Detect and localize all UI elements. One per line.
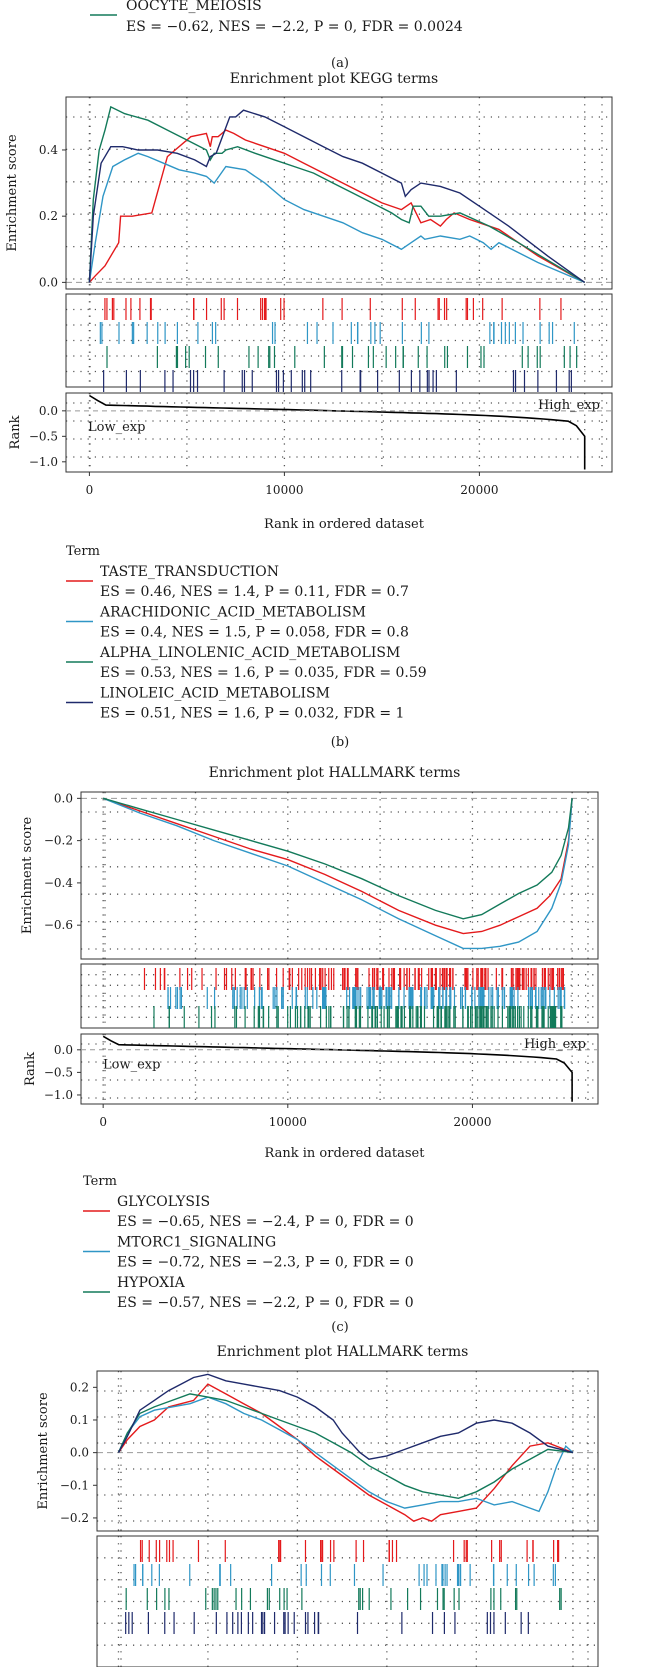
y-tick-label: −0.4	[44, 876, 74, 890]
y-axis-label: Enrichment score	[36, 1392, 51, 1510]
y-tick-label: −0.1	[60, 1478, 89, 1492]
rank-tick-label: −1.0	[44, 1088, 73, 1102]
legend-term-alpha-linolenic-acid-metabolism: ALPHA_LINOLENIC_ACID_METABOLISM	[99, 645, 400, 661]
es-curve-hypoxia	[103, 797, 573, 920]
panel-b-kegg: Enrichment plot KEGG terms 0.0 0.2 0.4 Enric…	[5, 71, 613, 750]
es-curve-glycolysis	[102, 797, 573, 935]
ranked-metric-curve	[88, 394, 586, 470]
legend-stats-alpha-linolenic-acid-metabolism: ES = 0.53, NES = 1.6, P = 0.035, FDR = 0…	[100, 665, 427, 681]
rank-tick-label: −0.5	[29, 429, 58, 443]
rank-frame	[65, 392, 613, 473]
high-exp-label: High_exp	[538, 398, 600, 413]
y-axis-label: Enrichment score	[20, 817, 35, 935]
y-tick-label: −0.2	[60, 1511, 89, 1525]
chart-title: Enrichment plot HALLMARK terms	[217, 1344, 469, 1360]
rank-frame	[80, 1033, 599, 1105]
x-tick-label: 10000	[265, 483, 303, 497]
panel-c-hallmark: Enrichment plot HALLMARK terms 0.0 −0.2 −0.…	[20, 765, 599, 1335]
y-tick-label: 0.0	[54, 791, 73, 805]
y-tick-label: 0.1	[70, 1413, 89, 1427]
legend-stats-linoleic-acid-metabolism: ES = 0.51, NES = 1.6, P = 0.032, FDR = 1	[100, 706, 404, 722]
hit-rug-frame	[96, 1535, 599, 1667]
es-curve-mtorc1-signaling	[102, 797, 573, 950]
es-plot-frame	[65, 96, 613, 290]
chart-title: Enrichment plot HALLMARK terms	[209, 765, 461, 781]
panel-label: (c)	[331, 1320, 348, 1335]
rank-tick-label: 0.0	[54, 1043, 73, 1057]
y-tick-label: 0.4	[39, 143, 58, 157]
es-curve-navy	[117, 1373, 574, 1460]
rank-tick-label: 0.0	[39, 404, 58, 418]
y-axis-label: Enrichment score	[5, 134, 20, 252]
hit-rug-frame	[65, 293, 613, 388]
x-axis-label: Rank in ordered dataset	[265, 1146, 426, 1161]
legend-stats-hypoxia: ES = −0.57, NES = −2.2, P = 0, FDR = 0	[117, 1295, 414, 1311]
legend-term-hypoxia: HYPOXIA	[117, 1275, 186, 1291]
ranked-metric-curve	[102, 1035, 573, 1102]
legend-term-arachidonic-acid-metabolism: ARACHIDONIC_ACID_METABOLISM	[99, 605, 366, 621]
panel-d-hallmark: Enrichment plot HALLMARK terms 0.2 0.1 0.0 −…	[36, 1344, 599, 1667]
rank-axis-label: Rank	[8, 415, 23, 449]
high-exp-label: High_exp	[524, 1037, 586, 1052]
low-exp-label: Low_exp	[103, 1057, 160, 1072]
legend-stats-oocyte-meiosis: ES = −0.62, NES = −2.2, P = 0, FDR = 0.0…	[126, 19, 463, 35]
legend-term-oocyte-meiosis: OOCYTE_MEIOSIS	[126, 0, 262, 14]
low-exp-label: Low_exp	[88, 420, 145, 435]
es-curve-red	[117, 1383, 574, 1522]
legend-title: Term	[83, 1174, 117, 1189]
y-tick-label: −0.6	[44, 918, 73, 932]
y-tick-label: 0.2	[39, 209, 58, 223]
legend-term-mtorc1-signaling: MTORC1_SIGNALING	[117, 1235, 276, 1251]
chart-title: Enrichment plot KEGG terms	[230, 71, 438, 87]
panel-label-a: (a)	[331, 56, 349, 71]
x-tick-label: 20000	[460, 483, 498, 497]
legend-term-taste-transduction: TASTE_TRANSDUCTION	[100, 564, 279, 580]
legend-title: Term	[66, 544, 100, 559]
y-tick-label: 0.0	[39, 275, 58, 289]
es-curve-linoleic-acid-metabolism	[88, 109, 586, 283]
hit-rug-frame	[80, 963, 599, 1029]
legend-stats-arachidonic-acid-metabolism: ES = 0.4, NES = 1.5, P = 0.058, FDR = 0.…	[100, 625, 409, 641]
panel-label: (b)	[331, 735, 349, 750]
legend-stats-glycolysis: ES = −0.65, NES = −2.4, P = 0, FDR = 0	[117, 1214, 414, 1230]
x-tick-label: 20000	[453, 1115, 491, 1129]
es-curve-alpha-linolenic-acid-metabolism	[88, 105, 586, 284]
x-tick-label: 10000	[269, 1115, 307, 1129]
panel-a-legend-tail: OOCYTE_MEIOSIS ES = −0.62, NES = −2.2, P…	[90, 0, 463, 71]
es-curve-taste-transduction	[88, 129, 586, 284]
legend-stats-taste-transduction: ES = 0.46, NES = 1.4, P = 0.11, FDR = 0.…	[100, 584, 409, 600]
x-tick-label: 0	[86, 483, 94, 497]
rank-tick-label: −1.0	[29, 455, 58, 469]
legend-term-glycolysis: GLYCOLYSIS	[117, 1194, 210, 1210]
es-plot-frame	[96, 1370, 599, 1532]
y-tick-label: 0.0	[70, 1446, 89, 1460]
legend-term-linoleic-acid-metabolism: LINOLEIC_ACID_METABOLISM	[100, 686, 330, 702]
es-plot-frame	[80, 791, 599, 960]
es-curve-arachidonic-acid-metabolism	[88, 152, 585, 284]
es-curve-blue	[117, 1396, 574, 1513]
y-tick-label: −0.2	[44, 834, 73, 848]
rank-tick-label: −0.5	[44, 1065, 73, 1079]
es-curve-green	[117, 1393, 574, 1500]
legend-stats-mtorc1-signaling: ES = −0.72, NES = −2.3, P = 0, FDR = 0	[117, 1255, 414, 1271]
x-tick-label: 0	[99, 1115, 107, 1129]
x-axis-label: Rank in ordered dataset	[264, 517, 425, 532]
rank-axis-label: Rank	[23, 1052, 38, 1086]
y-tick-label: 0.2	[70, 1380, 89, 1394]
